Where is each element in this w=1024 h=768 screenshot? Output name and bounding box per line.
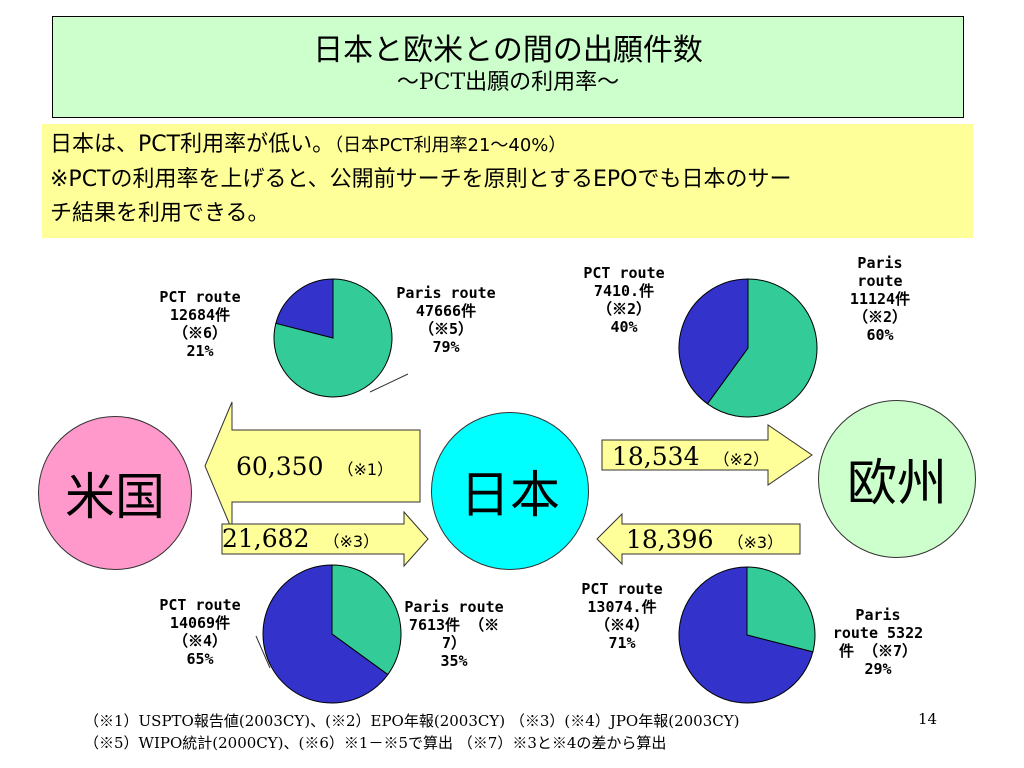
note-line-1-small: （日本PCT利用率21～40%） — [334, 135, 567, 156]
pie-eu-to-jp-pct-label: PCT route 13074.件 （※4） 71% — [560, 580, 684, 652]
pie-label-line: （※2） — [852, 308, 908, 326]
pie-label-line: （※4） — [172, 632, 228, 650]
pie-label-line: 79% — [432, 338, 460, 356]
pie-jp-to-eu-pct-label: PCT route 7410.件 （※2） 40% — [562, 264, 686, 336]
pie-slice-pct — [275, 278, 334, 339]
pie-jp-to-us-pct-label: PCT route 12684件 （※6） 21% — [140, 288, 260, 360]
page-number: 14 — [918, 710, 938, 728]
pie-label-line: Paris — [857, 254, 903, 272]
flow-eu-to-jp-label: 18,396 （※3） — [626, 525, 783, 554]
footer-line-1: （※1）USPTO報告値(2003CY)、(※2）EPO年報(2003CY) （… — [84, 712, 740, 730]
pie-label-line: route — [857, 272, 903, 290]
flow-jp-to-us-label: 60,350 （※1） — [236, 452, 393, 481]
pie-label-line: PCT route — [159, 288, 241, 306]
pie-label-line: route 5322 — [832, 624, 924, 642]
flow-eu-to-jp-ref: （※3） — [727, 533, 784, 552]
pie-label-line: （※5） — [418, 320, 474, 338]
arrow-eu-to-jp — [596, 512, 801, 566]
pie-label-line: （※6） — [172, 324, 228, 342]
leader-line-pct-usjp — [255, 635, 271, 669]
pie-slice-pct — [262, 564, 389, 704]
flow-jp-to-us-ref: （※1） — [337, 460, 394, 479]
pie-label-line: （※2） — [596, 300, 652, 318]
flow-eu-to-jp-value: 18,396 — [626, 525, 714, 554]
slide-title: 日本と欧米との間の出願件数 — [313, 33, 703, 68]
note-box: 日本は、PCT利用率が低い。（日本PCT利用率21～40%） ※PCTの利用率を… — [42, 124, 973, 238]
pie-label-line: 35% — [440, 652, 468, 670]
pie-slice-pct — [678, 566, 814, 704]
europe-node: 欧州 — [818, 400, 976, 558]
note-line-1: 日本は、PCT利用率が低い。（日本PCT利用率21～40%） — [50, 128, 973, 163]
pie-us-to-jp-paris-label: Paris route 7613件 （※ 7） 35% — [396, 598, 512, 670]
flow-jp-to-eu-ref: （※2） — [713, 450, 770, 469]
footer-notes: （※1）USPTO報告値(2003CY)、(※2）EPO年報(2003CY) （… — [84, 710, 739, 754]
pie-slice-pct — [678, 278, 749, 405]
flow-jp-to-eu-value: 18,534 — [612, 442, 700, 471]
pie-label-line: Paris — [855, 606, 901, 624]
pie-label-line: PCT route — [159, 596, 241, 614]
us-node: 米国 — [38, 416, 192, 570]
pie-label-line: 47666件 — [415, 302, 477, 320]
pie-jp-to-us — [273, 278, 393, 398]
pie-us-to-jp — [262, 564, 402, 704]
pie-label-line: 14069件 — [169, 614, 231, 632]
pie-slice-paris — [746, 566, 816, 653]
pie-label-line: Paris route — [404, 598, 504, 616]
footer-line-2: （※5）WIPO統計(2000CY)、(※6）※1－※5で算出 （※7）※3と※… — [84, 734, 667, 752]
pie-label-line: 21% — [186, 342, 214, 360]
leader-line-paris-us — [369, 373, 409, 393]
pie-label-line: 7410.件 — [593, 282, 655, 300]
pie-label-line: 65% — [186, 650, 214, 668]
pie-label-line: （※4） — [594, 616, 650, 634]
note-line-2: ※PCTの利用率を上げると、公開前サーチを原則とするEPOでも日本のサー — [50, 167, 792, 192]
arrow-us-to-jp — [221, 510, 429, 568]
pie-label-line: 13074.件 — [587, 598, 657, 616]
flow-jp-to-eu-label: 18,534 （※2） — [612, 442, 769, 471]
pie-jp-to-eu-paris-label: Paris route 11124件 （※2） 60% — [822, 254, 938, 344]
pie-label-line: 11124件 — [849, 290, 911, 308]
note-line-3: チ結果を利用できる。 — [50, 201, 270, 226]
pie-slice-paris — [331, 564, 402, 676]
pie-label-line: PCT route — [581, 580, 663, 598]
pie-label-line: 12684件 — [169, 306, 231, 324]
pie-label-line: 件 （※7） — [838, 642, 918, 660]
title-box: 日本と欧米との間の出願件数 ～PCT出願の利用率～ — [52, 16, 964, 118]
pie-label-line: 71% — [608, 634, 636, 652]
pie-slice-paris — [706, 278, 818, 418]
pie-label-line: PCT route — [583, 264, 665, 282]
flow-jp-to-us-value: 60,350 — [236, 452, 324, 481]
flow-us-to-jp-label: 21,682 （※3） — [222, 524, 379, 553]
pie-eu-to-jp-paris-label: Paris route 5322 件 （※7） 29% — [818, 606, 938, 678]
pie-eu-to-jp — [678, 566, 816, 704]
pie-label-line: 7） — [441, 634, 467, 652]
flow-us-to-jp-value: 21,682 — [222, 524, 310, 553]
pie-label-line: 29% — [864, 660, 892, 678]
pie-jp-to-us-paris-label: Paris route 47666件 （※5） 79% — [388, 284, 504, 356]
pie-label-line: 40% — [610, 318, 638, 336]
pie-label-line: 60% — [866, 326, 894, 344]
note-line-1-main: 日本は、PCT利用率が低い。 — [50, 132, 335, 157]
pie-us-to-jp-pct-label: PCT route 14069件 （※4） 65% — [140, 596, 260, 668]
flow-us-to-jp-ref: （※3） — [323, 532, 380, 551]
pie-label-line: Paris route — [396, 284, 496, 302]
japan-node: 日本 — [431, 412, 589, 570]
pie-label-line: 7613件 （※ — [408, 616, 500, 634]
pie-jp-to-eu — [678, 278, 818, 418]
slide-subtitle: ～PCT出願の利用率～ — [396, 70, 620, 95]
arrow-jp-to-eu — [601, 424, 813, 486]
